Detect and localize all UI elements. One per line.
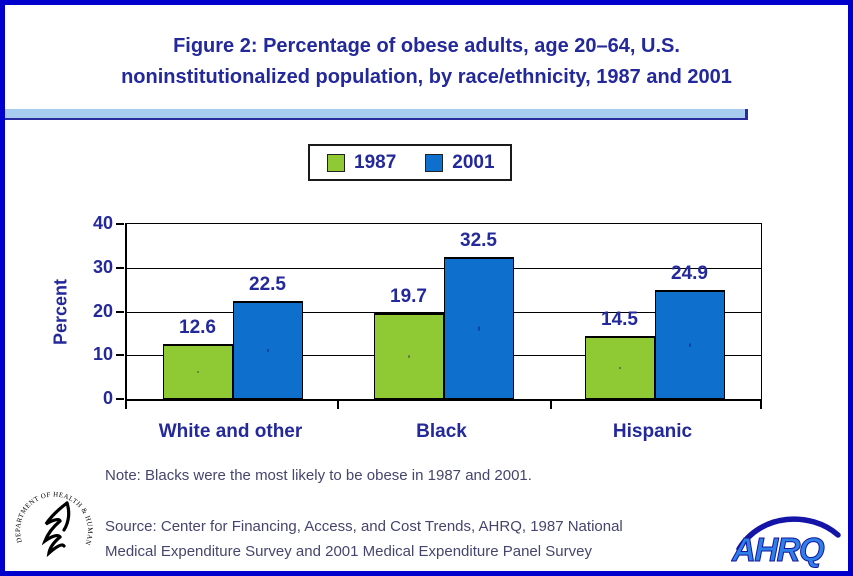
category-label-hispanic: Hispanic	[612, 421, 693, 442]
value-label-1987-hispanic: 14.5	[601, 308, 638, 330]
legend-entry-2001: 2001	[425, 151, 495, 174]
value-label-2001-black: 32.5	[460, 229, 497, 251]
note-text: Note: Blacks were the most likely to be …	[105, 467, 532, 484]
bar-2001-black	[443, 256, 514, 399]
x-tick-mark-0	[125, 401, 127, 409]
y-tick-mark-40	[116, 223, 124, 225]
slide-content: Figure 2: Percentage of obese adults, ag…	[5, 5, 848, 571]
bar-2001-white-and-other	[232, 300, 303, 399]
y-tick-label-20: 20	[92, 300, 113, 321]
chart-legend: 1987 2001	[308, 144, 512, 181]
source-text-line2: Medical Expenditure Survey and 2001 Medi…	[105, 543, 592, 560]
legend-label-2001: 2001	[452, 151, 495, 173]
legend-swatch-2001	[425, 153, 444, 172]
page-title-line2: noninstitutionalized population, by race…	[121, 66, 732, 88]
hhs-logo: DEPARTMENT OF HEALTH & HUMAN SERVICES • …	[9, 482, 94, 558]
ahrq-logo: AHRQ	[731, 516, 841, 569]
title-divider-bar	[5, 109, 748, 120]
bar-1987-black	[373, 312, 444, 399]
value-label-2001-white-and-other: 22.5	[249, 273, 286, 295]
source-text-line1: Source: Center for Financing, Access, an…	[105, 518, 623, 535]
legend-label-1987: 1987	[354, 151, 397, 173]
bar-1987-white-and-other	[162, 343, 233, 399]
category-label-white-and-other: White and other	[158, 421, 303, 442]
value-label-1987-white-and-other: 12.6	[179, 316, 216, 338]
y-tick-mark-10	[116, 354, 124, 357]
page-title: Figure 2: Percentage of obese adults, ag…	[5, 31, 848, 93]
legend-entry-1987: 1987	[327, 152, 396, 174]
x-tick-mark-1	[337, 401, 340, 409]
y-tick-mark-30	[116, 266, 124, 269]
y-tick-label-0: 0	[102, 388, 113, 408]
page-title-line1: Figure 2: Percentage of obese adults, ag…	[173, 35, 680, 57]
y-tick-label-30: 30	[92, 256, 113, 277]
y-tick-label-40: 40	[92, 213, 113, 233]
y-tick-mark-0	[116, 398, 124, 400]
x-tick-mark-3	[760, 401, 762, 409]
bar-1987-hispanic	[584, 335, 655, 399]
x-tick-mark-2	[549, 401, 552, 409]
plot-area: 12.6 19.7 14.5 22.5 32.5 24.9	[125, 223, 762, 401]
ahrq-swoosh-icon	[736, 516, 841, 552]
value-label-1987-black: 19.7	[390, 285, 427, 307]
bar-2001-hispanic	[654, 290, 725, 399]
legend-swatch-1987	[327, 153, 345, 172]
y-tick-mark-20	[116, 310, 124, 313]
y-tick-label-10: 10	[92, 344, 113, 365]
ahrq-wordmark: AHRQ	[731, 531, 825, 568]
category-label-black: Black	[416, 421, 467, 442]
source-text: Source: Center for Financing, Access, an…	[105, 514, 623, 564]
value-label-2001-hispanic: 24.9	[671, 263, 708, 285]
hhs-eagle-icon	[41, 501, 71, 558]
